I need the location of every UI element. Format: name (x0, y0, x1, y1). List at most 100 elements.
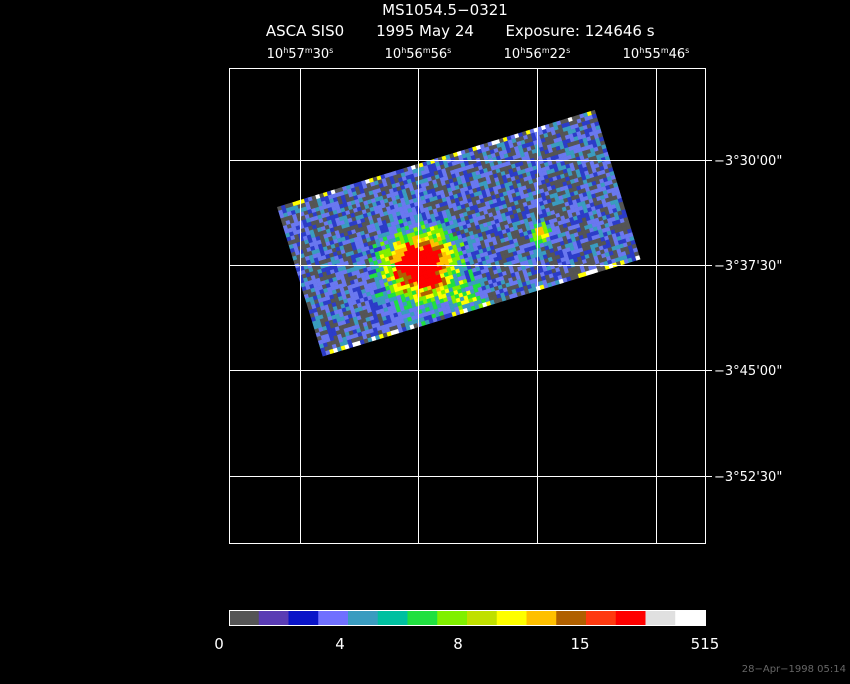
pixel (556, 162, 562, 168)
pixel (388, 297, 394, 303)
pixel (530, 241, 536, 247)
pixel (306, 259, 312, 265)
pixel (378, 291, 384, 298)
pixel (591, 126, 597, 132)
pixel (384, 214, 390, 221)
pixel (567, 183, 573, 190)
pixel (317, 268, 323, 275)
pixel (446, 296, 453, 302)
pixel (440, 260, 446, 266)
pixel (493, 244, 500, 250)
pixel (567, 213, 574, 219)
pixel (571, 199, 578, 205)
pixel (590, 151, 597, 157)
pixel (322, 246, 329, 252)
pixel (386, 247, 392, 254)
pixel (460, 300, 467, 306)
pixel (342, 256, 349, 263)
pixel (468, 230, 475, 237)
pixel (508, 239, 515, 245)
pixel (381, 286, 387, 293)
pixel (395, 182, 401, 188)
pixel (457, 209, 464, 215)
pixel (321, 229, 328, 236)
pixel (359, 255, 365, 262)
pixel (601, 186, 607, 192)
pixel (587, 140, 593, 146)
pixel (436, 207, 442, 213)
pixel (369, 206, 375, 213)
pixel (304, 214, 310, 220)
pixel (532, 248, 539, 255)
number: 46 (669, 47, 686, 62)
pixel (384, 323, 390, 329)
pixel (340, 207, 346, 213)
pixel (382, 290, 388, 296)
pixel (615, 219, 622, 225)
pixel (374, 334, 381, 341)
pixel (303, 239, 310, 245)
pixel (324, 320, 331, 327)
unit: h (520, 46, 525, 55)
pixel (437, 252, 444, 259)
pixel (583, 208, 589, 214)
pixel (515, 166, 522, 172)
colorbar-label: 515 (691, 635, 720, 653)
pixel (399, 210, 405, 216)
pixel (480, 269, 486, 275)
pixel (476, 215, 483, 222)
pixel (359, 230, 366, 236)
pixel (516, 207, 522, 214)
pixel (422, 215, 428, 222)
pixel (294, 208, 301, 215)
pixel (604, 251, 611, 258)
pixel (391, 225, 398, 231)
pixel (589, 214, 595, 221)
pixel (300, 240, 306, 246)
pixel (529, 195, 535, 201)
pixel (303, 210, 309, 216)
pixel (492, 173, 499, 179)
colorbar-cell (318, 611, 349, 625)
pixel (345, 280, 352, 287)
pixel (302, 206, 308, 212)
pixel (406, 245, 412, 252)
pixel (496, 213, 503, 220)
pixel (406, 274, 413, 281)
pixel (330, 285, 337, 291)
pixel (574, 152, 580, 158)
pixel (313, 269, 319, 276)
pixel (381, 315, 388, 322)
pixel (360, 272, 366, 278)
pixel (549, 235, 555, 241)
pixel (280, 217, 286, 223)
pixel (430, 255, 436, 261)
pixel (581, 121, 587, 127)
pixel (581, 175, 587, 181)
pixel (580, 267, 586, 274)
pixel (407, 249, 413, 255)
pixel (407, 195, 413, 201)
pixel (409, 215, 415, 221)
pixel (558, 128, 564, 134)
pixel (401, 284, 407, 291)
pixel (386, 235, 392, 241)
pixel (597, 228, 604, 235)
pixel (458, 225, 465, 231)
pixel (608, 221, 614, 227)
pixel (362, 212, 369, 219)
pixel (451, 256, 457, 263)
pixel (541, 250, 547, 256)
pixel (466, 181, 472, 187)
pixel (308, 267, 314, 273)
pixel (493, 214, 499, 221)
pixel (458, 250, 464, 257)
pixel (381, 219, 388, 226)
pixel (309, 283, 315, 290)
pixel (325, 308, 331, 314)
pixel (361, 234, 367, 240)
pixel (485, 150, 492, 156)
pixel (347, 217, 353, 224)
pixel (537, 126, 543, 132)
pixel (465, 164, 471, 171)
